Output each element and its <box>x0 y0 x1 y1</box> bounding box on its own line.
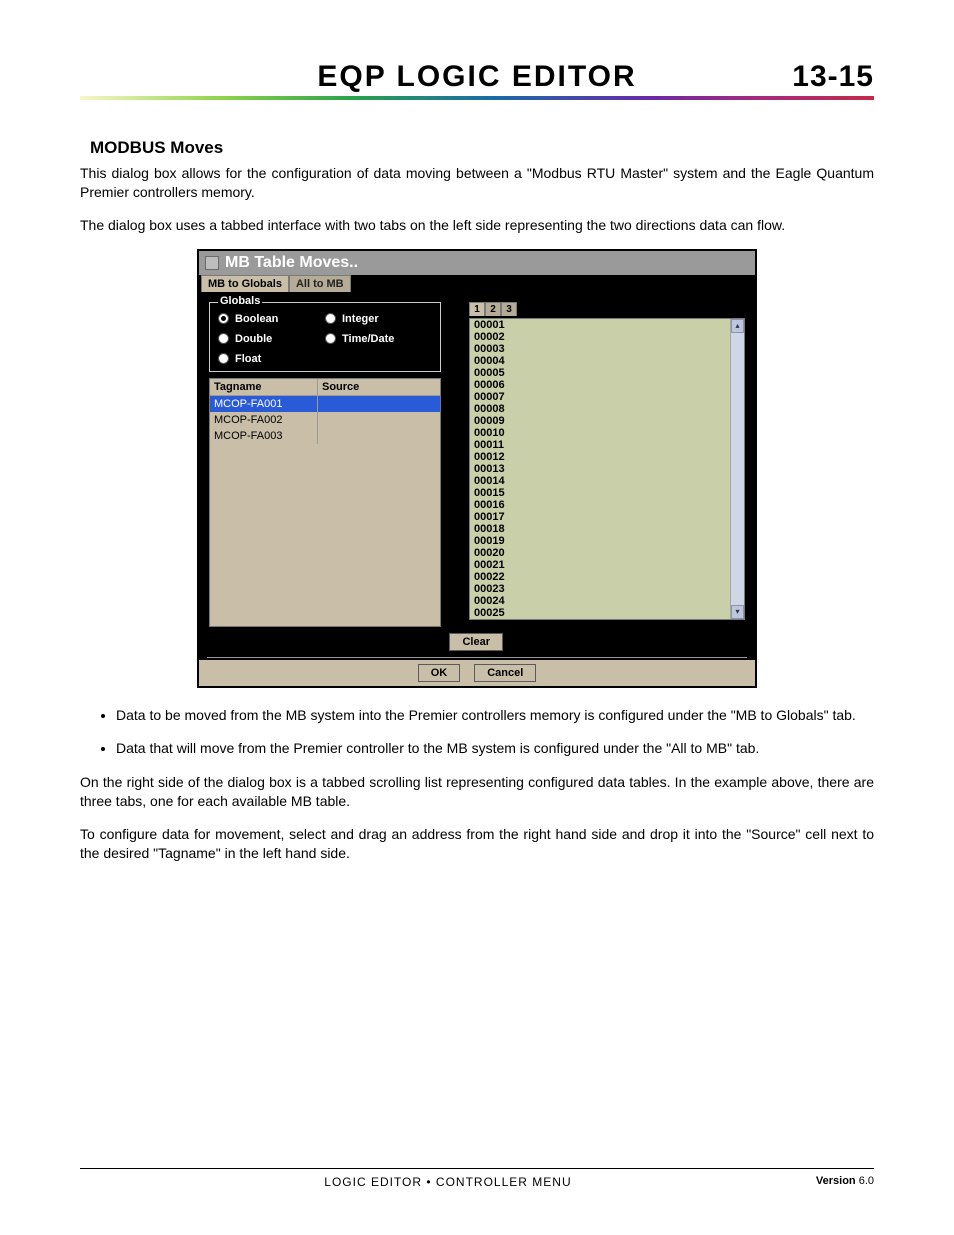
tab-mb-to-globals[interactable]: MB to Globals <box>201 275 289 292</box>
address-list[interactable]: 0000100002000030000400005000060000700008… <box>469 318 745 620</box>
radio-double[interactable]: Double <box>218 333 325 345</box>
dialog-screenshot: MB Table Moves.. MB to Globals All to MB… <box>197 249 757 688</box>
address-row[interactable]: 00015 <box>470 487 744 499</box>
address-row[interactable]: 00007 <box>470 391 744 403</box>
tab-table-3[interactable]: 3 <box>501 302 517 316</box>
address-row[interactable]: 00005 <box>470 367 744 379</box>
tab-table-2[interactable]: 2 <box>485 302 501 316</box>
address-row[interactable]: 00025 <box>470 607 744 619</box>
radio-boolean-label: Boolean <box>235 313 278 325</box>
address-row[interactable]: 00019 <box>470 535 744 547</box>
clear-button[interactable]: Clear <box>449 633 503 651</box>
page-number: 13-15 <box>792 60 874 94</box>
address-row[interactable]: 00001 <box>470 319 744 331</box>
table-row[interactable]: MCOP-FA003 <box>210 428 440 444</box>
cell-tagname: MCOP-FA001 <box>210 396 318 412</box>
bullet-1: Data to be moved from the MB system into… <box>116 706 874 726</box>
header-rule <box>80 96 874 100</box>
address-row[interactable]: 00012 <box>470 451 744 463</box>
radio-timedate-label: Time/Date <box>342 333 394 345</box>
address-row[interactable]: 00003 <box>470 343 744 355</box>
page-title: Eqp Logic Editor <box>80 60 874 94</box>
cell-source <box>318 396 440 412</box>
tab-table-1[interactable]: 1 <box>469 302 485 316</box>
bullet-2: Data that will move from the Premier con… <box>116 739 874 759</box>
footer-center: LOGIC EDITOR • CONTROLLER MENU <box>80 1175 816 1189</box>
address-row[interactable]: 00014 <box>470 475 744 487</box>
cell-tagname: MCOP-FA002 <box>210 412 318 428</box>
address-row[interactable]: 00023 <box>470 583 744 595</box>
footer-version: Version 6.0 <box>816 1175 874 1189</box>
address-row[interactable]: 00008 <box>470 403 744 415</box>
radio-double-label: Double <box>235 333 272 345</box>
after-para-1: On the right side of the dialog box is a… <box>80 773 874 811</box>
table-row[interactable]: MCOP-FA002 <box>210 412 440 428</box>
ok-button[interactable]: OK <box>418 664 461 682</box>
radio-boolean[interactable]: Boolean <box>218 313 325 325</box>
tab-all-to-mb[interactable]: All to MB <box>289 275 351 292</box>
address-row[interactable]: 00006 <box>470 379 744 391</box>
address-row[interactable]: 00018 <box>470 523 744 535</box>
cell-source <box>318 412 440 428</box>
radio-integer[interactable]: Integer <box>325 313 432 325</box>
scrollbar[interactable]: ▴ ▾ <box>730 319 744 619</box>
address-row[interactable]: 00022 <box>470 571 744 583</box>
scroll-up-icon[interactable]: ▴ <box>731 319 744 333</box>
address-row[interactable]: 00004 <box>470 355 744 367</box>
address-row[interactable]: 00024 <box>470 595 744 607</box>
address-row[interactable]: 00020 <box>470 547 744 559</box>
address-row[interactable]: 00002 <box>470 331 744 343</box>
address-row[interactable]: 00013 <box>470 463 744 475</box>
col-tagname[interactable]: Tagname <box>210 379 318 396</box>
globals-group: Globals Boolean Integer Double Time/Date… <box>209 302 441 372</box>
dialog-titlebar[interactable]: MB Table Moves.. <box>199 251 755 275</box>
system-menu-icon[interactable] <box>205 256 219 270</box>
radio-float[interactable]: Float <box>218 353 325 365</box>
after-para-2: To configure data for movement, select a… <box>80 825 874 863</box>
radio-timedate[interactable]: Time/Date <box>325 333 432 345</box>
radio-float-label: Float <box>235 353 261 365</box>
address-row[interactable]: 00017 <box>470 511 744 523</box>
dialog-title: MB Table Moves.. <box>225 254 358 272</box>
address-row[interactable]: 00010 <box>470 427 744 439</box>
address-row[interactable]: 00021 <box>470 559 744 571</box>
address-row[interactable]: 00009 <box>470 415 744 427</box>
cell-tagname: MCOP-FA003 <box>210 428 318 444</box>
page-footer: LOGIC EDITOR • CONTROLLER MENU Version 6… <box>80 1168 874 1189</box>
separator <box>207 657 747 658</box>
cancel-button[interactable]: Cancel <box>474 664 536 682</box>
globals-legend: Globals <box>218 295 262 307</box>
table-row[interactable]: MCOP-FA001 <box>210 396 440 412</box>
radio-integer-label: Integer <box>342 313 379 325</box>
col-source[interactable]: Source <box>318 379 440 396</box>
cell-source <box>318 428 440 444</box>
intro-para-2: The dialog box uses a tabbed interface w… <box>80 216 874 235</box>
intro-para-1: This dialog box allows for the configura… <box>80 164 874 202</box>
address-row[interactable]: 00016 <box>470 499 744 511</box>
section-heading: MODBUS Moves <box>90 138 874 158</box>
address-row[interactable]: 00011 <box>470 439 744 451</box>
scroll-down-icon[interactable]: ▾ <box>731 605 744 619</box>
tagname-table: Tagname Source MCOP-FA001 MCOP-FA002 <box>209 378 441 627</box>
